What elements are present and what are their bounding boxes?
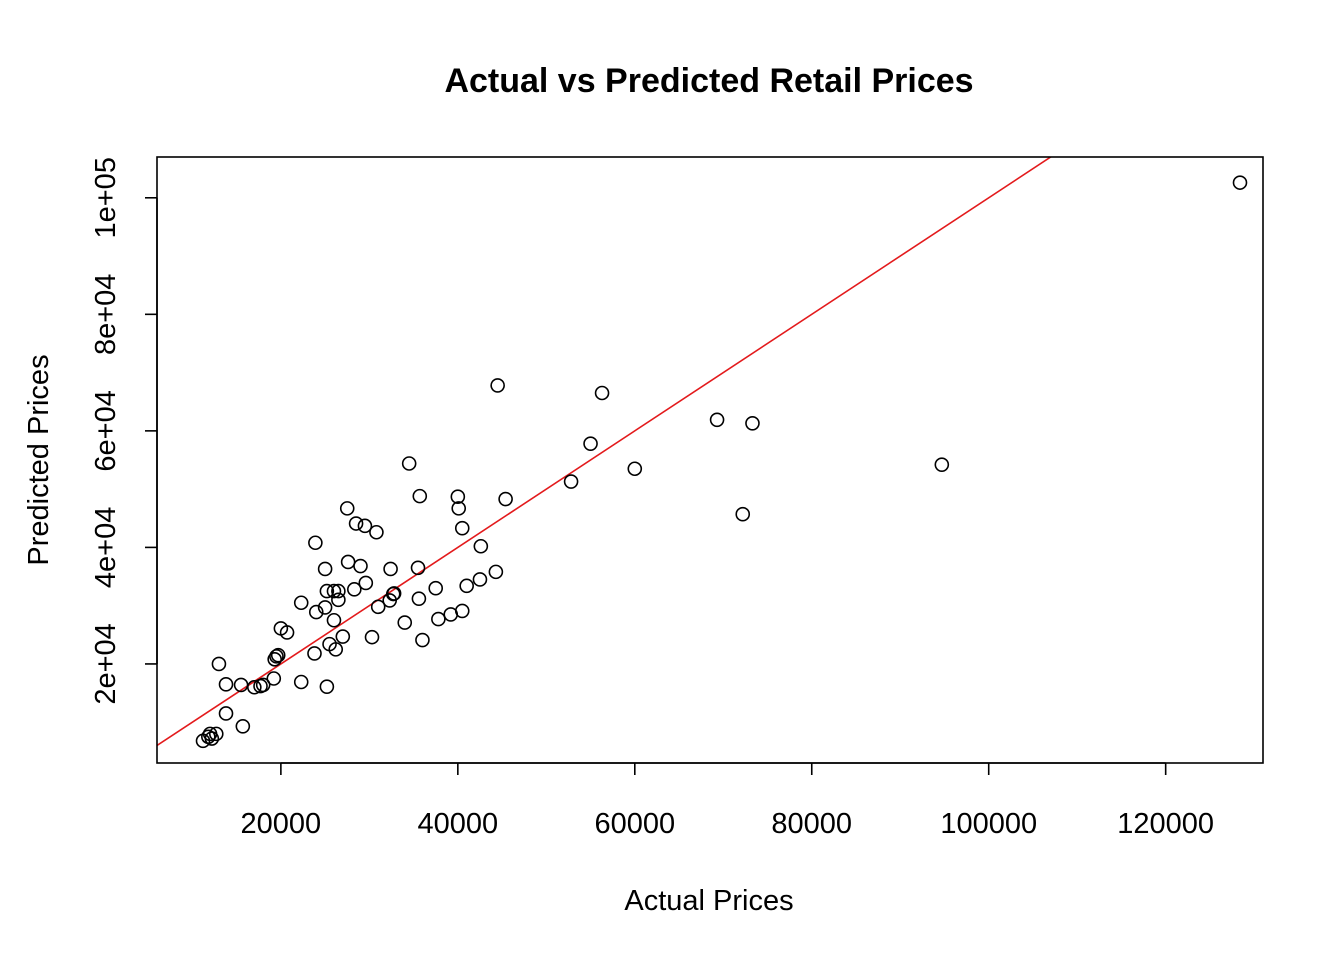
- data-point: [327, 614, 340, 627]
- data-point: [359, 576, 372, 589]
- y-tick-label: 8e+04: [90, 274, 122, 355]
- data-point: [499, 493, 512, 506]
- data-point: [416, 634, 429, 647]
- data-point: [295, 676, 308, 689]
- data-point: [341, 502, 354, 515]
- data-point: [309, 536, 322, 549]
- data-point: [473, 573, 486, 586]
- y-tick-label: 6e+04: [90, 390, 122, 471]
- reference-line: [157, 17, 1263, 745]
- data-point: [491, 379, 504, 392]
- data-point: [489, 565, 502, 578]
- data-point: [212, 657, 225, 670]
- data-point: [342, 555, 355, 568]
- y-tick-label: 1e+05: [90, 157, 122, 238]
- data-point: [412, 561, 425, 574]
- plot-frame: [157, 157, 1263, 763]
- data-point: [736, 508, 749, 521]
- x-tick-label: 100000: [940, 808, 1037, 840]
- data-point: [1233, 176, 1246, 189]
- y-axis-label: Predicted Prices: [23, 354, 55, 565]
- data-point: [596, 386, 609, 399]
- y-axis: 2e+04 4e+04 6e+04 8e+04 1e+05: [90, 157, 157, 705]
- x-tick-label: 20000: [241, 808, 322, 840]
- data-point: [308, 647, 321, 660]
- data-point: [412, 592, 425, 605]
- data-point: [336, 630, 349, 643]
- data-point: [366, 631, 379, 644]
- x-tick-label: 120000: [1117, 808, 1214, 840]
- data-point: [746, 417, 759, 430]
- x-axis-label: Actual Prices: [624, 885, 793, 917]
- data-point: [413, 490, 426, 503]
- data-point: [295, 596, 308, 609]
- data-point: [319, 562, 332, 575]
- data-point: [565, 475, 578, 488]
- data-point: [220, 707, 233, 720]
- data-point: [935, 458, 948, 471]
- data-point: [398, 616, 411, 629]
- chart-title: Actual vs Predicted Retail Prices: [444, 62, 973, 100]
- x-axis: 20000 40000 60000 80000 100000 120000: [241, 763, 1215, 840]
- data-point: [354, 560, 367, 573]
- data-point: [456, 604, 469, 617]
- data-point: [236, 720, 249, 733]
- data-point: [384, 562, 397, 575]
- y-tick-label: 2e+04: [90, 623, 122, 704]
- data-point: [456, 522, 469, 535]
- data-point: [584, 437, 597, 450]
- x-tick-label: 40000: [418, 808, 499, 840]
- data-point: [432, 613, 445, 626]
- data-point: [403, 457, 416, 470]
- data-point: [460, 579, 473, 592]
- y-tick-label: 4e+04: [90, 507, 122, 588]
- x-tick-label: 80000: [771, 808, 852, 840]
- x-tick-label: 60000: [594, 808, 675, 840]
- data-point: [429, 582, 442, 595]
- data-point: [350, 517, 363, 530]
- data-point: [320, 680, 333, 693]
- data-point: [267, 672, 280, 685]
- data-point: [220, 678, 233, 691]
- data-point: [370, 526, 383, 539]
- data-points: [197, 176, 1247, 747]
- data-point: [711, 413, 724, 426]
- reference-line-group: [157, 17, 1263, 745]
- data-point: [628, 462, 641, 475]
- data-point: [474, 540, 487, 553]
